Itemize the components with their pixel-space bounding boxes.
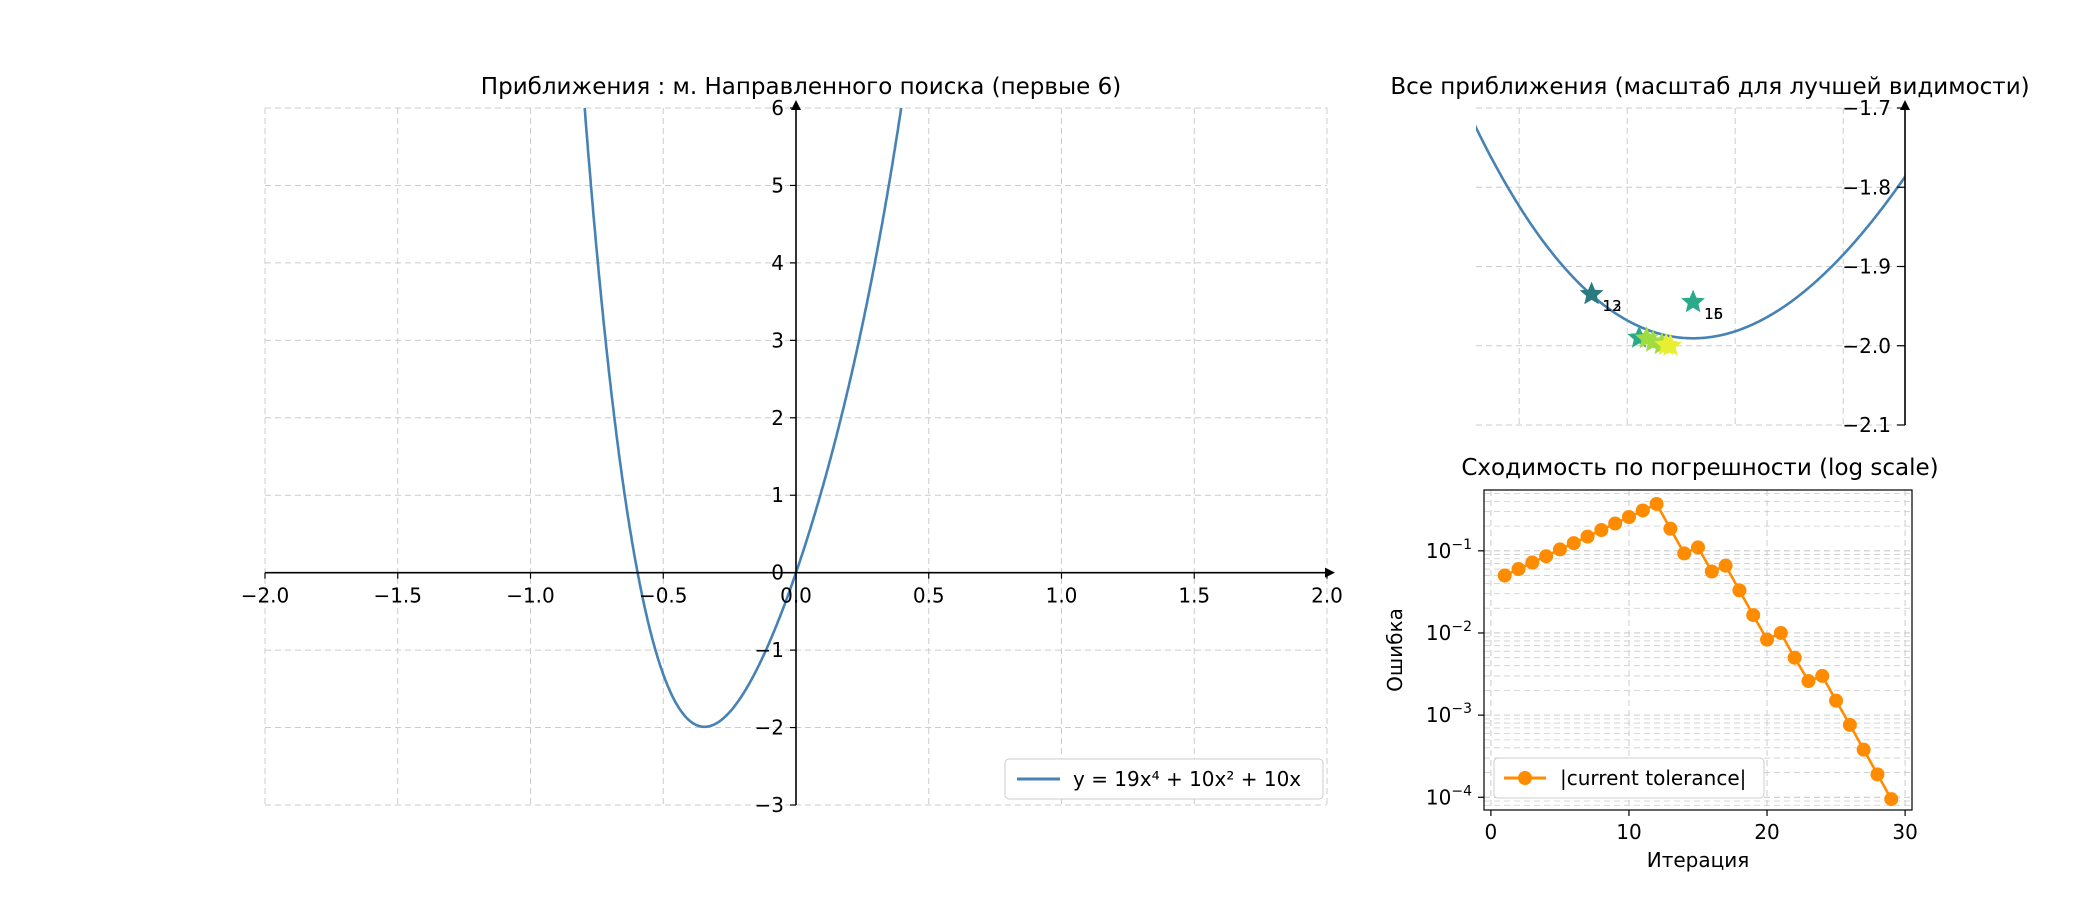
main-chart-axes	[265, 100, 1335, 805]
convergence-y-label: Ошибка	[1383, 608, 1407, 692]
approximation-star	[1579, 281, 1604, 305]
convergence-x-ticks: 0 10 20 30	[1485, 810, 1918, 844]
zoom-function-curve	[1476, 124, 1905, 340]
convergence-x-tick-label: 0	[1485, 820, 1498, 844]
tolerance-point	[1815, 668, 1830, 683]
zoom-y-tick-label: −1.8	[1842, 175, 1891, 199]
main-function-chart: Приближения : м. Направленного поиска (п…	[241, 74, 1343, 817]
y-tick-label: −3	[755, 793, 784, 817]
approximation-star	[1681, 289, 1705, 313]
function-curve	[583, 108, 903, 729]
convergence-legend: |current tolerance|	[1493, 757, 1765, 799]
tolerance-point	[1580, 529, 1595, 544]
approximation-label: 16	[1704, 305, 1723, 323]
convergence-x-tick-label: 30	[1892, 820, 1917, 844]
tolerance-point	[1842, 717, 1857, 732]
y-tick-label: 0	[771, 561, 784, 585]
x-tick-label: −1.0	[506, 584, 555, 608]
zoom-chart-curve-group	[1476, 124, 1905, 340]
tolerance-point	[1539, 549, 1554, 564]
convergence-series	[1497, 496, 1899, 807]
tolerance-point	[1704, 564, 1719, 579]
tolerance-point	[1829, 693, 1844, 708]
tolerance-point	[1691, 540, 1705, 555]
tolerance-point	[1856, 742, 1871, 757]
tolerance-point	[1746, 608, 1761, 623]
x-tick-label: 2.0	[1311, 584, 1343, 608]
convergence-legend-box	[1493, 757, 1765, 799]
main-chart-y-ticks: −3 −2 −1 0 1 2 3 4 5 6	[755, 96, 796, 817]
convergence-y-tick-label: 10−4	[1426, 783, 1472, 809]
y-tick-label: 2	[771, 406, 784, 430]
x-tick-label: −2.0	[241, 584, 290, 608]
convergence-y-tick-label: 10−1	[1426, 537, 1472, 563]
zoom-y-tick-label: −1.7	[1842, 96, 1891, 120]
legend-box	[1004, 758, 1324, 800]
zoom-y-tick-label: −1.9	[1842, 255, 1891, 279]
tolerance-point	[1621, 510, 1636, 525]
y-tick-label: 6	[771, 96, 784, 120]
convergence-y-tick-label: 10−3	[1426, 701, 1472, 727]
tolerance-point	[1760, 632, 1775, 647]
convergence-legend-marker	[1518, 771, 1532, 785]
approximation-label: 13	[1603, 297, 1622, 315]
x-tick-label: 1.5	[1178, 584, 1210, 608]
tolerance-point	[1677, 546, 1692, 561]
main-chart-title: Приближения : м. Направленного поиска (п…	[481, 74, 1121, 100]
approximation-label: 15	[1704, 305, 1723, 323]
tolerance-point	[1608, 516, 1623, 531]
y-tick-label: 3	[771, 328, 784, 352]
convergence-chart-frame	[1483, 489, 1913, 811]
convergence-chart-title: Сходимость по погрешности (log scale)	[1461, 455, 1938, 481]
zoom-chart-y-ticks: −2.1 −2.0 −1.9 −1.8 −1.7	[1842, 96, 1905, 437]
x-tick-label: 1.0	[1046, 584, 1078, 608]
zoom-y-tick-label: −2.0	[1842, 334, 1891, 358]
tolerance-point	[1787, 650, 1802, 665]
tolerance-point	[1594, 523, 1609, 538]
zoom-approximations-chart: Все приближения (масштаб для лучшей види…	[1390, 74, 2029, 437]
tolerance-point	[1732, 583, 1747, 598]
tolerance-point	[1801, 674, 1816, 689]
y-tick-label: 1	[771, 483, 784, 507]
zoom-y-tick-label: −2.1	[1842, 413, 1891, 437]
tolerance-point	[1552, 542, 1567, 557]
tolerance-point	[1870, 767, 1885, 782]
y-tick-label: 5	[771, 173, 784, 197]
tolerance-point	[1525, 555, 1540, 570]
main-chart-curve-group	[583, 108, 903, 729]
approximation-star	[1658, 333, 1683, 356]
tolerance-point	[1649, 496, 1664, 511]
legend-label: y = 19x⁴ + 10x² + 10x	[1073, 767, 1301, 791]
tolerance-point	[1635, 503, 1650, 518]
convergence-y-ticks: 10−4 10−3 10−2 10−1	[1426, 537, 1484, 809]
y-tick-label: 4	[771, 251, 784, 275]
convergence-y-tick-label: 10−2	[1426, 619, 1472, 645]
x-tick-label: −0.5	[639, 584, 688, 608]
tolerance-point	[1511, 562, 1526, 577]
tolerance-point	[1566, 536, 1581, 551]
zoom-chart-title: Все приближения (масштаб для лучшей види…	[1390, 74, 2029, 100]
main-chart-x-ticks: −2.0 −1.5 −1.0 −0.5 0.0 0.5 1.0 1.5 2.0	[241, 572, 1343, 608]
x-tick-label: −1.5	[373, 584, 422, 608]
tolerance-point	[1718, 558, 1733, 573]
approximation-label: 12	[1603, 297, 1622, 315]
tolerance-point	[1497, 568, 1512, 583]
y-tick-label: −1	[755, 638, 784, 662]
x-tick-label: 0.5	[913, 584, 945, 608]
tolerance-point	[1663, 521, 1678, 536]
convergence-x-tick-label: 10	[1616, 820, 1641, 844]
zoom-chart-grid	[1476, 107, 1905, 426]
convergence-x-label: Итерация	[1647, 848, 1750, 872]
convergence-legend-label: |current tolerance|	[1560, 766, 1746, 790]
x-tick-label: 0.0	[780, 584, 812, 608]
convergence-x-tick-label: 20	[1754, 820, 1779, 844]
tolerance-point	[1884, 792, 1899, 807]
y-tick-label: −2	[755, 716, 784, 740]
tolerance-point	[1773, 625, 1788, 640]
main-chart-legend: y = 19x⁴ + 10x² + 10x	[1004, 758, 1324, 800]
